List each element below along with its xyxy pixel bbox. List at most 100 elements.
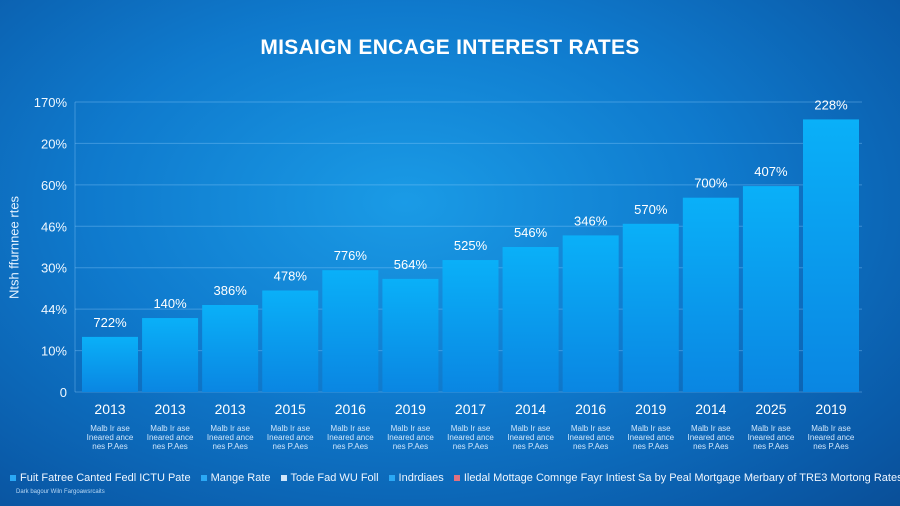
legend-swatch: [280, 475, 287, 482]
data-label: 564%: [394, 257, 428, 272]
bar: [803, 119, 859, 393]
bar: [502, 247, 559, 392]
data-label: 722%: [93, 315, 127, 330]
y-tick-label: 44%: [41, 302, 67, 317]
x-tick-sublabel: Ineared ance: [687, 433, 734, 442]
x-tick-sublabel: nes P.Aes: [753, 442, 788, 451]
x-tick-sublabel: Ineared ance: [147, 433, 194, 442]
x-tick-sublabel: nes P.Aes: [693, 442, 728, 451]
x-tick-label: 2013: [94, 401, 125, 417]
bar: [82, 336, 138, 392]
x-tick-sublabel: Ineared ance: [507, 433, 554, 442]
x-tick-sublabel: Ineared ance: [87, 433, 134, 442]
x-tick-sublabel: Ineared ance: [267, 433, 314, 442]
x-tick-label: 2016: [335, 401, 366, 417]
x-tick-sublabel: nes P.Aes: [273, 442, 308, 451]
x-tick-label: 2014: [515, 401, 546, 417]
x-tick-sublabel: nes P.Aes: [573, 442, 608, 451]
legend-swatch: [200, 475, 207, 482]
x-tick-sublabel: Malb Ir ase: [631, 424, 671, 433]
x-tick-sublabel: Malb Ir ase: [90, 424, 130, 433]
y-tick-label: 20%: [41, 136, 67, 151]
legend-label: Indrdiaes: [398, 472, 444, 484]
x-tick-sublabel: Malb Ir ase: [811, 424, 851, 433]
data-label: 776%: [334, 248, 368, 263]
x-tick-label: 2013: [215, 401, 246, 417]
x-tick-label: 2025: [755, 401, 786, 417]
data-label: 478%: [274, 269, 308, 284]
legend-item: Mange Rate: [200, 472, 271, 484]
data-label: 525%: [454, 238, 488, 253]
x-tick-sublabel: Malb Ir ase: [511, 424, 551, 433]
data-label: 140%: [153, 296, 187, 311]
x-tick-label: 2019: [395, 401, 426, 417]
x-tick-sublabel: Malb Ir ase: [751, 424, 791, 433]
x-tick-label: 2019: [635, 401, 666, 417]
legend-item: Tode Fad WU Foll: [280, 472, 379, 484]
x-tick-label: 2013: [155, 401, 186, 417]
legend-label: Iledal Mottage Comnge Fayr Intiest Sa by…: [463, 472, 900, 484]
x-tick-label: 2015: [275, 401, 306, 417]
x-tick-sublabel: Ineared ance: [447, 433, 494, 442]
legend-item: Indrdiaes: [388, 472, 444, 484]
x-tick-sublabel: Ineared ance: [327, 433, 374, 442]
chart-title: MISAIGN ENCAGE INTEREST RATES: [260, 36, 640, 59]
legend-swatch: [388, 475, 395, 482]
legend-label: Fuit Fatree Canted Fedl ICTU Pate: [20, 472, 191, 484]
bar: [142, 318, 199, 392]
bar: [682, 197, 739, 392]
data-label: 570%: [634, 202, 668, 217]
x-tick-sublabel: Ineared ance: [387, 433, 434, 442]
y-tick-label: 0: [60, 385, 67, 400]
x-tick-sublabel: Malb Ir ase: [691, 424, 731, 433]
data-label: 346%: [574, 213, 608, 228]
x-tick-sublabel: Malb Ir ase: [150, 424, 190, 433]
x-tick-sublabel: Malb Ir ase: [270, 424, 310, 433]
x-tick-label: 2016: [575, 401, 606, 417]
bar: [322, 270, 379, 392]
bar: [622, 223, 679, 392]
y-tick-label: 46%: [41, 219, 67, 234]
x-tick-label: 2014: [695, 401, 726, 417]
x-tick-sublabel: nes P.Aes: [393, 442, 428, 451]
x-tick-sublabel: Malb Ir ase: [571, 424, 611, 433]
x-tick-sublabel: Ineared ance: [207, 433, 254, 442]
data-label: 546%: [514, 225, 548, 240]
y-tick-label: 60%: [41, 178, 67, 193]
x-tick-sublabel: nes P.Aes: [92, 442, 127, 451]
x-tick-sublabel: Malb Ir ase: [210, 424, 250, 433]
data-label: 228%: [814, 97, 848, 112]
x-tick-sublabel: nes P.Aes: [453, 442, 488, 451]
x-tick-sublabel: Malb Ir ase: [391, 424, 431, 433]
x-tick-sublabel: nes P.Aes: [813, 442, 848, 451]
legend-label: Mange Rate: [210, 472, 271, 484]
x-tick-sublabel: nes P.Aes: [513, 442, 548, 451]
x-tick-sublabel: Malb Ir ase: [451, 424, 491, 433]
x-tick-label: 2017: [455, 401, 486, 417]
legend: Fuit Fatree Canted Fedl ICTU Pate Mange R…: [10, 472, 900, 484]
legend-item: Iledal Mottage Comnge Fayr Intiest Sa by…: [453, 472, 900, 484]
bar: [262, 290, 319, 392]
x-tick-sublabel: Ineared ance: [808, 433, 855, 442]
legend-item: Fuit Fatree Canted Fedl ICTU Pate: [10, 472, 191, 484]
bar: [562, 235, 619, 392]
y-tick-label: 10%: [41, 344, 67, 359]
legend-swatch: [453, 475, 460, 482]
legend-label: Tode Fad WU Foll: [290, 472, 379, 484]
x-tick-sublabel: Malb Ir ase: [331, 424, 371, 433]
data-label: 407%: [754, 164, 788, 179]
x-tick-sublabel: nes P.Aes: [212, 442, 247, 451]
bar: [742, 186, 799, 392]
bar: [382, 278, 439, 392]
y-tick-label: 30%: [41, 261, 67, 276]
x-tick-sublabel: nes P.Aes: [152, 442, 187, 451]
data-label: 700%: [694, 176, 728, 191]
x-tick-sublabel: nes P.Aes: [633, 442, 668, 451]
x-tick-sublabel: nes P.Aes: [333, 442, 368, 451]
x-tick-label: 2019: [815, 401, 846, 417]
bar: [442, 260, 499, 392]
legend-note: Dark bagour Wiln Fargoawsrcaits: [16, 489, 105, 495]
x-tick-sublabel: Ineared ance: [627, 433, 674, 442]
x-tick-sublabel: Ineared ance: [748, 433, 795, 442]
